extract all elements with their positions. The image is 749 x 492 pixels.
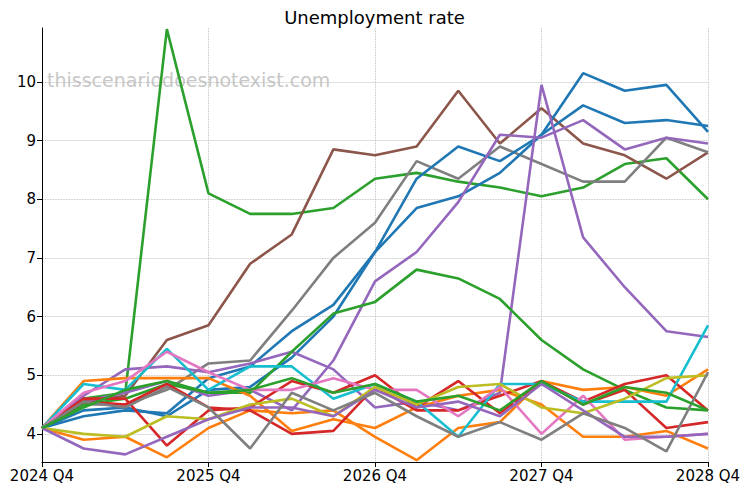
svg-text:4: 4 bbox=[26, 425, 36, 443]
svg-text:Unemployment rate: Unemployment rate bbox=[284, 7, 465, 28]
svg-text:thisscenariodoesnotexist.com: thisscenariodoesnotexist.com bbox=[47, 69, 330, 91]
svg-text:8: 8 bbox=[26, 190, 36, 208]
svg-text:5: 5 bbox=[26, 366, 36, 384]
svg-text:2028 Q4: 2028 Q4 bbox=[676, 467, 740, 485]
svg-text:2024 Q4: 2024 Q4 bbox=[10, 467, 74, 485]
svg-text:2025 Q4: 2025 Q4 bbox=[176, 467, 240, 485]
svg-text:10: 10 bbox=[17, 73, 36, 91]
svg-text:2027 Q4: 2027 Q4 bbox=[509, 467, 573, 485]
svg-text:7: 7 bbox=[26, 249, 36, 267]
svg-text:2026 Q4: 2026 Q4 bbox=[343, 467, 407, 485]
svg-text:6: 6 bbox=[26, 308, 36, 326]
svg-text:9: 9 bbox=[26, 132, 36, 150]
